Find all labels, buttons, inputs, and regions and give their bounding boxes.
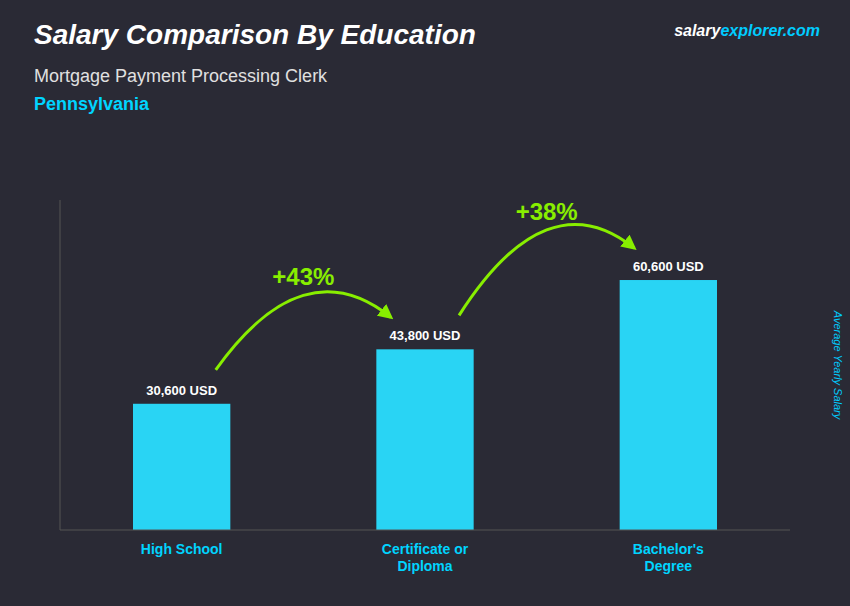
x-tick-label: Certificate orDiploma: [382, 541, 469, 574]
bars: [133, 280, 717, 530]
x-tick-label: High School: [141, 541, 223, 557]
bar: [620, 280, 717, 530]
bar: [133, 404, 230, 530]
x-axis-line: [60, 530, 790, 531]
data-label: 43,800 USD: [390, 328, 461, 343]
source-part: salary: [674, 22, 721, 39]
x-tick-label-line: Certificate or: [382, 541, 469, 557]
subtitle: Mortgage Payment Processing Clerk: [34, 66, 328, 86]
x-tick-label-line: Diploma: [397, 558, 452, 574]
subtitle: Pennsylvania: [34, 94, 150, 114]
bar: [376, 349, 473, 530]
data-label: 30,600 USD: [146, 383, 217, 398]
source-part: explorer.com: [720, 22, 820, 39]
y-axis-label: Average Yearly Salary: [832, 310, 844, 421]
x-tick-label-line: High School: [141, 541, 223, 557]
data-label: 60,600 USD: [633, 259, 704, 274]
change-arrow: [216, 292, 391, 370]
chart-svg: Salary Comparison By Education Mortgage P…: [0, 0, 850, 606]
x-tick-label: Bachelor'sDegree: [633, 541, 704, 574]
y-axis-line: [60, 200, 61, 530]
change-label: +38%: [516, 198, 578, 225]
source: salaryexplorer.com: [674, 22, 820, 39]
x-tick-label-line: Degree: [645, 558, 693, 574]
change-arrow: [459, 224, 634, 315]
title: Salary Comparison By Education: [34, 19, 476, 50]
chart-container: Salary Comparison By Education Mortgage P…: [0, 0, 850, 606]
x-tick-label-line: Bachelor's: [633, 541, 704, 557]
change-label: +43%: [272, 263, 334, 290]
background: [0, 0, 850, 606]
